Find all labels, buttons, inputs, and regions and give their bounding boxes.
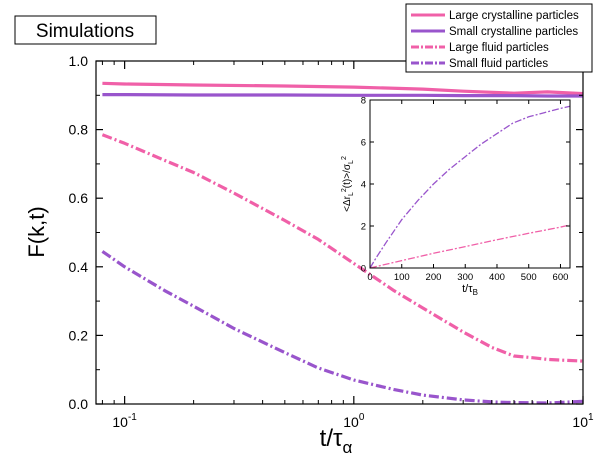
main-xtick-label-exp: 1 [588, 412, 594, 423]
legend-label: Small crystalline particles [449, 26, 578, 38]
main-xtick-label: 100 [343, 412, 365, 430]
main-ytick-label: 0.0 [69, 396, 89, 412]
main-ytick-label: 0.2 [69, 327, 89, 343]
main-ytick-label: 0.4 [69, 259, 89, 275]
annotation-box [14, 15, 157, 45]
legend-label: Small fluid particles [449, 58, 548, 70]
main-ylabel: F(k,t) [24, 206, 49, 257]
legend-label: Large fluid particles [449, 42, 549, 54]
inset-xtick-label: 600 [553, 272, 569, 283]
main-ytick-label: 0.8 [69, 122, 89, 138]
main-xlabel: t/τα [320, 425, 353, 457]
inset-xtick-label: 100 [394, 272, 410, 283]
inset-ylabel-part: 2 [341, 188, 348, 192]
inset-series-line-2 [369, 224, 571, 269]
inset-series-line-1 [369, 105, 571, 269]
annotation-text: Simulations [36, 21, 134, 42]
legend-label: Large crystalline particles [449, 10, 579, 22]
main-series-line-4 [101, 250, 584, 405]
main-ytick-label: 0.6 [69, 190, 89, 206]
inset-ytick-label: 4 [361, 180, 366, 191]
inset-xlabel: t/τB [462, 283, 478, 297]
main-ticks: 0.00.20.40.60.81.010-1 100 101 [69, 53, 594, 430]
inset-ytick-label: 2 [361, 222, 366, 233]
inset-ticks: 0 2 4 6 8 0 100 200 300 400 500 600 [361, 96, 570, 283]
main-ytick-label: 1.0 [69, 53, 89, 69]
inset-ylabel-part: <Δr [342, 195, 353, 212]
inset-ylabel-part: L [348, 192, 355, 196]
inset-ytick-label: 0 [361, 264, 366, 275]
main-xtick-label-base: 10 [572, 414, 588, 430]
main-xlabel-main: t/τ [320, 425, 343, 452]
inset-series-group [369, 105, 571, 269]
main-series-line-3 [101, 133, 584, 363]
main-xlabel-sub: α [343, 438, 353, 457]
main-xtick-label-exp: -1 [128, 412, 137, 423]
main-xtick-label: 101 [572, 412, 594, 430]
inset-xlabel-main: t/τ [462, 283, 473, 295]
main-series-group [101, 81, 584, 405]
inset-ytick-label: 8 [361, 96, 366, 107]
inset-ytick-label: 6 [361, 138, 366, 149]
inset-background [370, 100, 570, 268]
inset-ylabel: <ΔrL2(t)>/σL2 [341, 156, 355, 212]
legend: Large crystalline particles Small crystal… [405, 3, 593, 73]
inset-xtick-label: 400 [489, 272, 505, 283]
main-series-line-1 [102, 81, 584, 96]
inset-xtick-label: 0 [367, 272, 372, 283]
inset-xtick-label: 300 [457, 272, 473, 283]
main-xtick-label-exp: 0 [359, 412, 365, 423]
main-xtick-label-base: 10 [343, 414, 359, 430]
inset-ylabel-part: L [348, 160, 355, 164]
inset-xtick-label: 500 [521, 272, 537, 283]
inset-xtick-label: 200 [426, 272, 442, 283]
main-xtick-label: 10-1 [112, 412, 137, 430]
main-xtick-label-base: 10 [112, 414, 128, 430]
inset-ylabel-part: 2 [341, 156, 348, 160]
main-series-line-2 [102, 92, 583, 98]
inset-xlabel-sub: B [473, 288, 478, 297]
inset-ylabel-part: (t)>/σ [342, 163, 353, 188]
